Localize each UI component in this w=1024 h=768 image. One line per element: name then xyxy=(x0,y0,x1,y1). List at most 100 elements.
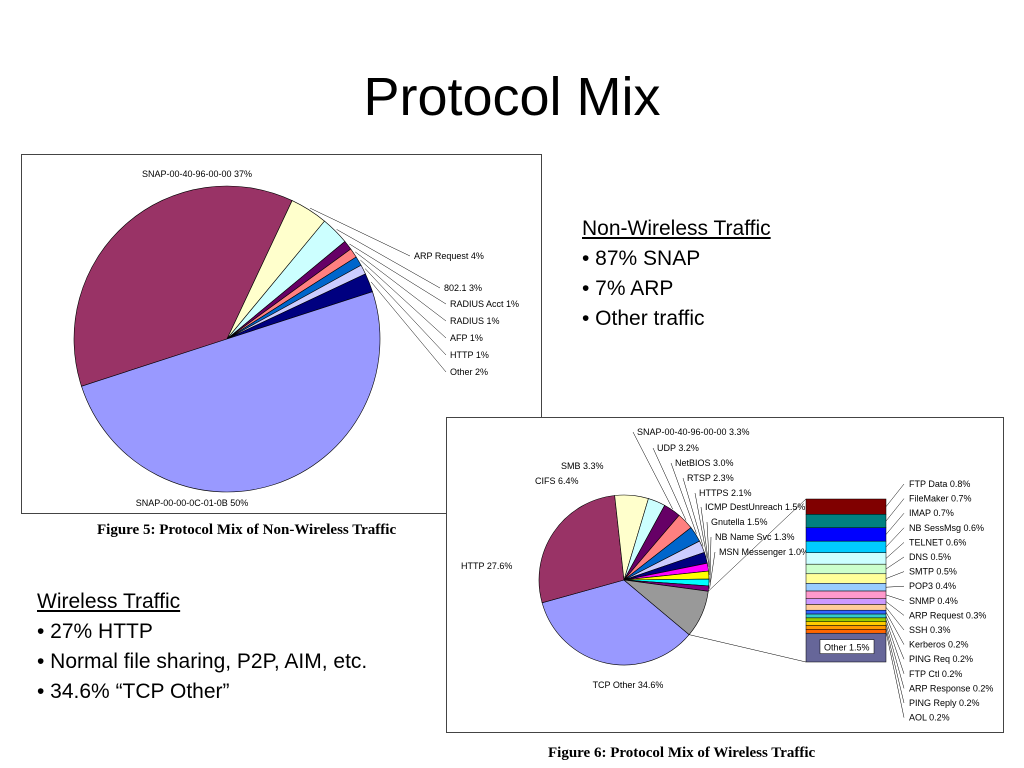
wireless-pie-chart: TCP Other 34.6% HTTP 27.6% CIFS 6.4% SMB 3.… xyxy=(461,427,993,723)
slice-label: NetBIOS 3.0% xyxy=(675,458,734,468)
slice-label: RADIUS 1% xyxy=(450,316,500,326)
leader-line xyxy=(349,243,447,305)
breakout-segment xyxy=(805,590,887,599)
other-label-box xyxy=(819,639,875,654)
breakout-label: NB SessMsg 0.6% xyxy=(909,523,984,533)
breakout-label: DNS 0.5% xyxy=(909,552,951,562)
slice-label: AFP 1% xyxy=(450,333,483,343)
breakout-label: TELNET 0.6% xyxy=(909,537,966,547)
breakout-segment xyxy=(805,609,887,615)
leader-line xyxy=(360,259,447,339)
breakout-label: SMTP 0.5% xyxy=(909,567,957,577)
breakout-segment xyxy=(805,613,887,619)
breakout-label: SNMP 0.4% xyxy=(909,596,958,606)
leader-line xyxy=(885,513,905,535)
slice-label: RADIUS Acct 1% xyxy=(450,299,519,309)
slice-label: TCP Other 34.6% xyxy=(593,680,664,690)
breakout-segment xyxy=(805,583,887,592)
figure-5-chart: SNAP-00-40-96-00-00 37% ARP Request 4% 802… xyxy=(21,154,542,514)
breakout-label: PING Reply 0.2% xyxy=(909,698,980,708)
breakout-segment xyxy=(805,629,887,634)
breakout-label: Kerberos 0.2% xyxy=(909,640,969,650)
leader-line xyxy=(885,631,905,718)
non-wireless-heading: Non-Wireless Traffic xyxy=(582,217,771,240)
breakout-label: SSH 0.3% xyxy=(909,625,951,635)
slice-label: RTSP 2.3% xyxy=(687,473,734,483)
slice-label: Other 2% xyxy=(450,367,488,377)
leader-line xyxy=(652,447,687,521)
leader-line xyxy=(885,612,905,645)
leader-line xyxy=(885,623,905,689)
slice-label: ARP Request 4% xyxy=(414,251,484,261)
breakout-label: ARP Response 0.2% xyxy=(909,683,993,693)
breakout-label: FTP Ctl 0.2% xyxy=(909,669,962,679)
leader-line xyxy=(309,207,411,257)
leader-line xyxy=(700,506,710,567)
slice-label: ICMP DestUnreach 1.5% xyxy=(705,502,805,512)
leader-line xyxy=(885,601,905,616)
slice-label: HTTP 27.6% xyxy=(461,561,512,571)
slice-label: MSN Messenger 1.0% xyxy=(719,547,809,557)
pie-slice xyxy=(541,579,690,666)
leader-line xyxy=(885,571,905,579)
breakout-label: POP3 0.4% xyxy=(909,581,956,591)
breakout-label: FTP Data 0.8% xyxy=(909,479,970,489)
leader-line xyxy=(885,498,905,522)
leader-line xyxy=(632,431,673,510)
figure-6-caption: Figure 6: Protocol Mix of Wireless Traff… xyxy=(548,745,816,761)
slice-label: SNAP-00-00-0C-01-0B 50% xyxy=(136,498,249,508)
breakout-label: FileMaker 0.7% xyxy=(909,494,972,504)
slice-label: HTTP 1% xyxy=(450,350,489,360)
breakout-segment xyxy=(805,527,887,542)
leader-line xyxy=(709,551,716,589)
wireless-bullet: • 34.6% “TCP Other” xyxy=(37,680,230,703)
leader-line xyxy=(885,585,905,588)
pie-slice xyxy=(73,185,293,387)
slice-label: CIFS 6.4% xyxy=(535,476,579,486)
pie-slice xyxy=(81,291,381,493)
leader-line xyxy=(694,492,708,558)
leader-line xyxy=(885,556,905,570)
breakout-label: Other 1.5% xyxy=(824,643,870,653)
wireless-bullet: • Normal file sharing, P2P, AIM, etc. xyxy=(37,650,368,673)
slice-label: 802.1 3% xyxy=(444,283,482,293)
slide-title: Protocol Mix xyxy=(363,67,661,127)
breakout-segment xyxy=(805,563,887,575)
leader-line xyxy=(885,594,905,602)
leader-line xyxy=(370,281,447,373)
breakout-label: ARP Request 0.3% xyxy=(909,610,986,620)
breakout-connector xyxy=(689,634,807,663)
slice-label: SNAP-00-40-96-00-00 3.3% xyxy=(637,427,750,437)
leader-line xyxy=(682,477,704,547)
slice-label: NB Name Svc 1.3% xyxy=(715,532,795,542)
leader-line xyxy=(670,462,697,534)
leader-line xyxy=(885,607,905,631)
leader-line xyxy=(364,268,447,356)
leader-line xyxy=(885,483,905,507)
wireless-summary: Wireless Traffic • 27% HTTP • Normal fil… xyxy=(37,587,367,707)
wireless-bullet: • 27% HTTP xyxy=(37,620,153,643)
figure-5-caption: Figure 5: Protocol Mix of Non-Wireless T… xyxy=(97,522,397,538)
breakout-segment xyxy=(805,573,887,584)
non-wireless-summary: Non-Wireless Traffic • 87% SNAP • 7% ARP… xyxy=(582,214,771,334)
breakout-label: IMAP 0.7% xyxy=(909,508,954,518)
breakout-segment xyxy=(805,598,887,605)
slice-label: UDP 3.2% xyxy=(657,443,699,453)
leader-line xyxy=(885,619,905,674)
slice-label: HTTPS 2.1% xyxy=(699,488,752,498)
leader-line xyxy=(355,251,447,322)
leader-line xyxy=(885,627,905,704)
slice-label: Gnutella 1.5% xyxy=(711,517,768,527)
breakout-segment xyxy=(805,498,887,515)
breakout-segment xyxy=(805,625,887,630)
breakout-segment xyxy=(805,604,887,611)
leader-line xyxy=(709,536,712,583)
slice-label: SMB 3.3% xyxy=(561,461,604,471)
wireless-heading: Wireless Traffic xyxy=(37,590,181,613)
leader-line xyxy=(885,527,905,548)
breakout-segment xyxy=(805,540,887,553)
breakout-segment xyxy=(805,514,887,529)
pie-slice xyxy=(538,495,625,604)
figure-6-chart: TCP Other 34.6% HTTP 27.6% CIFS 6.4% SMB 3.… xyxy=(446,417,1004,733)
non-wireless-bullet: • 7% ARP xyxy=(582,277,674,300)
